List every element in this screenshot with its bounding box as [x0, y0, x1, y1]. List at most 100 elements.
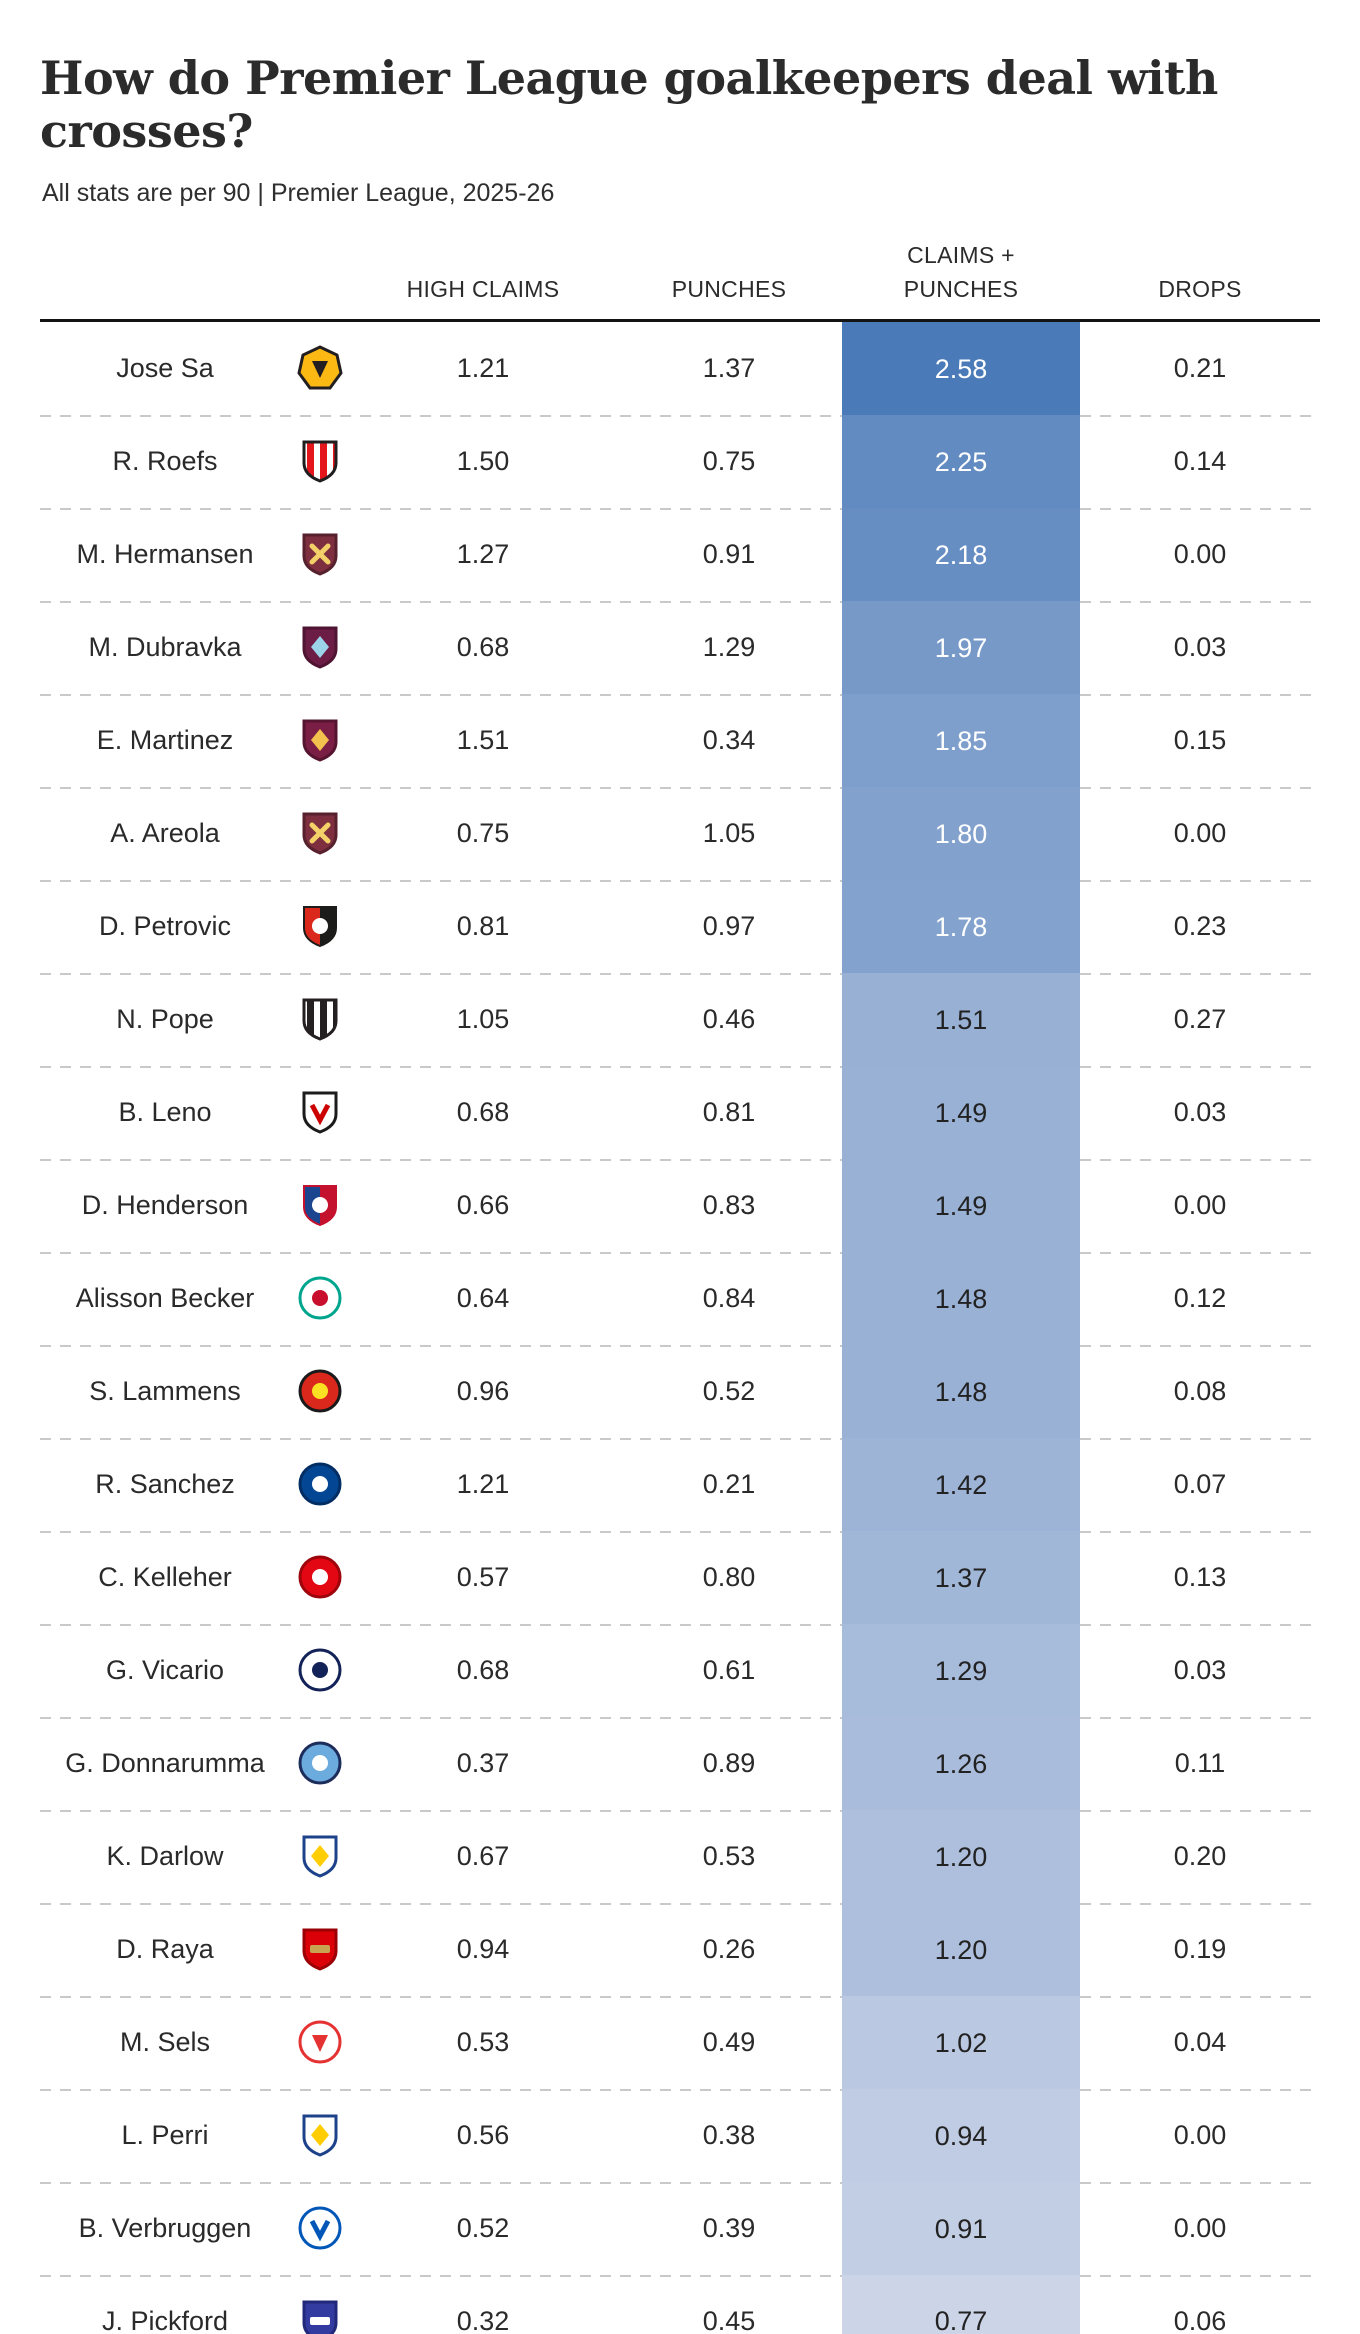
player-name: C. Kelleher [98, 1561, 232, 1592]
player-name: D. Henderson [81, 1189, 249, 1220]
column-header-claims-punches-line2: PUNCHES [903, 276, 1019, 303]
claims-punches-value: 1.51 [934, 1004, 988, 1035]
high-claims-value: 0.57 [456, 1561, 510, 1592]
claims-punches-cell: 1.49 [842, 1158, 1080, 1254]
row-divider [40, 879, 1320, 882]
drops-value: 0.04 [1173, 2026, 1227, 2057]
row-divider [40, 2088, 1320, 2091]
aston-villa-club-badge-icon [290, 717, 350, 763]
table-row: M. Sels 0.53 0.49 1.02 0.04 [40, 1995, 1320, 2091]
player-name: M. Sels [119, 2026, 211, 2057]
table-row: D. Henderson 0.66 0.83 1.49 0.00 [40, 1158, 1320, 1254]
punches-value: 0.21 [702, 1468, 756, 1499]
high-claims-value: 0.68 [456, 1096, 510, 1127]
claims-punches-cell: 1.02 [842, 1995, 1080, 2091]
table-row: S. Lammens 0.96 0.52 1.48 0.08 [40, 1344, 1320, 1440]
sunderland-club-badge-icon [290, 438, 350, 484]
punches-value: 1.29 [702, 631, 756, 662]
player-name: D. Petrovic [98, 910, 232, 941]
table-row: G. Donnarumma 0.37 0.89 1.26 0.11 [40, 1716, 1320, 1812]
drops-value: 0.20 [1173, 1840, 1227, 1871]
claims-punches-value: 2.58 [934, 353, 988, 384]
claims-punches-value: 1.49 [934, 1190, 988, 1221]
punches-value: 0.91 [702, 538, 756, 569]
claims-punches-value: 0.91 [934, 2213, 988, 2244]
nottingham-forest-club-badge-icon [290, 2019, 350, 2065]
claims-punches-cell: 1.49 [842, 1065, 1080, 1161]
punches-value: 0.84 [702, 1282, 756, 1313]
player-name: A. Areola [110, 817, 220, 848]
row-divider [40, 1530, 1320, 1533]
claims-punches-value: 1.37 [934, 1562, 988, 1593]
arsenal-club-badge-icon [290, 1926, 350, 1972]
drops-value: 0.03 [1173, 1654, 1227, 1685]
player-name: R. Roefs [112, 445, 218, 476]
claims-punches-value: 1.80 [934, 818, 988, 849]
burnley-club-badge-icon [290, 624, 350, 670]
claims-punches-cell: 1.48 [842, 1344, 1080, 1440]
column-header-claims-punches-line1: CLAIMS + [907, 241, 1015, 268]
high-claims-value: 0.66 [456, 1189, 510, 1220]
drops-value: 0.03 [1173, 631, 1227, 662]
claims-punches-cell: 1.48 [842, 1251, 1080, 1347]
claims-punches-value: 1.42 [934, 1469, 988, 1500]
table-row: J. Pickford 0.32 0.45 0.77 0.06 [40, 2274, 1320, 2334]
high-claims-value: 1.21 [456, 1468, 510, 1499]
drops-value: 0.11 [1174, 1747, 1226, 1778]
punches-value: 0.49 [702, 2026, 756, 2057]
table-row: A. Areola 0.75 1.05 1.80 0.00 [40, 786, 1320, 882]
high-claims-value: 1.05 [456, 1003, 510, 1034]
wolves-club-badge-icon [290, 345, 350, 391]
punches-value: 0.75 [702, 445, 756, 476]
column-header-punches: PUNCHES [671, 276, 787, 303]
punches-value: 0.97 [702, 910, 756, 941]
table-row: N. Pope 1.05 0.46 1.51 0.27 [40, 972, 1320, 1068]
brentford-club-badge-icon [290, 1554, 350, 1600]
table-body: Jose Sa 1.21 1.37 2.58 0.21 R. Roefs 1.50 0.75 2… [40, 321, 1320, 2334]
claims-punches-value: 2.18 [934, 539, 988, 570]
high-claims-value: 0.75 [456, 817, 510, 848]
high-claims-value: 0.56 [456, 2119, 510, 2150]
player-name: B. Leno [118, 1096, 212, 1127]
punches-value: 0.83 [702, 1189, 756, 1220]
drops-value: 0.03 [1173, 1096, 1227, 1127]
column-header-claims-punches: CLAIMS + PUNCHES [842, 238, 1080, 307]
claims-punches-value: 0.94 [934, 2120, 988, 2151]
table-row: L. Perri 0.56 0.38 0.94 0.00 [40, 2088, 1320, 2184]
punches-value: 0.81 [702, 1096, 756, 1127]
punches-value: 0.80 [702, 1561, 756, 1592]
drops-value: 0.15 [1173, 724, 1227, 755]
player-name: B. Verbruggen [78, 2212, 252, 2243]
column-header-high-claims: HIGH CLAIMS [406, 276, 560, 303]
drops-value: 0.00 [1173, 2119, 1227, 2150]
high-claims-value: 0.68 [456, 631, 510, 662]
claims-punches-cell: 2.18 [842, 507, 1080, 603]
punches-value: 0.53 [702, 1840, 756, 1871]
drops-value: 0.06 [1173, 2305, 1227, 2334]
table-row: K. Darlow 0.67 0.53 1.20 0.20 [40, 1809, 1320, 1905]
player-name: Alisson Becker [75, 1282, 255, 1313]
leeds-united-club-badge-icon [290, 2112, 350, 2158]
table-row: Jose Sa 1.21 1.37 2.58 0.21 [40, 321, 1320, 417]
claims-punches-cell: 1.29 [842, 1623, 1080, 1719]
punches-value: 0.34 [702, 724, 756, 755]
table-row: E. Martinez 1.51 0.34 1.85 0.15 [40, 693, 1320, 789]
claims-punches-value: 1.78 [934, 911, 988, 942]
newcastle-club-badge-icon [290, 996, 350, 1042]
claims-punches-cell: 1.42 [842, 1437, 1080, 1533]
claims-punches-cell: 1.20 [842, 1902, 1080, 1998]
table-row: B. Leno 0.68 0.81 1.49 0.03 [40, 1065, 1320, 1161]
row-divider [40, 693, 1320, 696]
fulham-club-badge-icon [290, 1089, 350, 1135]
row-divider [40, 1065, 1320, 1068]
table-row: R. Sanchez 1.21 0.21 1.42 0.07 [40, 1437, 1320, 1533]
drops-value: 0.00 [1173, 1189, 1227, 1220]
row-divider [40, 600, 1320, 603]
drops-value: 0.12 [1173, 1282, 1227, 1313]
row-divider [40, 1716, 1320, 1719]
high-claims-value: 0.68 [456, 1654, 510, 1685]
row-divider [40, 1437, 1320, 1440]
high-claims-value: 1.27 [456, 538, 510, 569]
row-divider [40, 1809, 1320, 1812]
